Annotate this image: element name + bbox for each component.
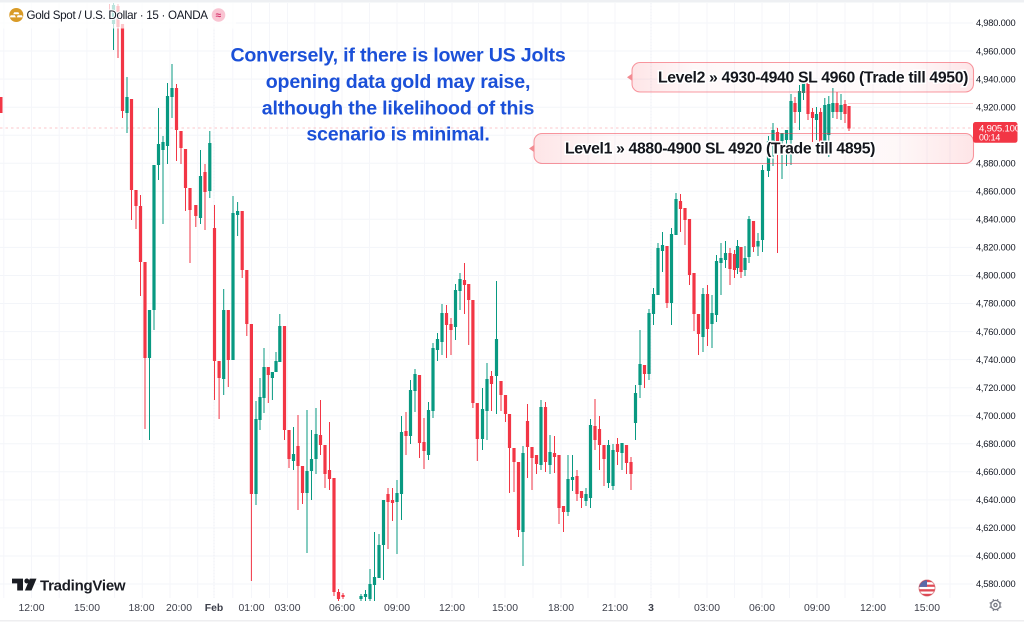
svg-text:Gold Spot / U.S. Dollar · 15 ·: Gold Spot / U.S. Dollar · 15 · OANDA bbox=[27, 9, 209, 22]
svg-text:4,660.000: 4,660.000 bbox=[976, 467, 1016, 477]
svg-text:Feb: Feb bbox=[205, 603, 223, 614]
svg-text:4,905.100: 4,905.100 bbox=[979, 123, 1020, 134]
svg-text:3: 3 bbox=[648, 603, 654, 614]
svg-text:4,700.000: 4,700.000 bbox=[976, 411, 1016, 421]
svg-text:4,940.000: 4,940.000 bbox=[976, 74, 1016, 84]
svg-text:12:00: 12:00 bbox=[860, 603, 886, 614]
svg-text:although the likelihood of thi: although the likelihood of this bbox=[262, 98, 535, 120]
svg-text:00:14: 00:14 bbox=[979, 133, 1000, 143]
svg-text:4,980.000: 4,980.000 bbox=[976, 18, 1016, 28]
svg-text:4,620.000: 4,620.000 bbox=[976, 523, 1016, 533]
svg-text:4,580.000: 4,580.000 bbox=[976, 579, 1016, 589]
svg-text:03:00: 03:00 bbox=[274, 603, 300, 614]
svg-text:4,680.000: 4,680.000 bbox=[976, 439, 1016, 449]
svg-text:12:00: 12:00 bbox=[18, 603, 44, 614]
svg-text:4,920.000: 4,920.000 bbox=[976, 102, 1016, 112]
svg-text:4,800.000: 4,800.000 bbox=[976, 271, 1016, 281]
svg-text:12:00: 12:00 bbox=[439, 603, 465, 614]
svg-text:15:00: 15:00 bbox=[914, 603, 940, 614]
svg-text:4,740.000: 4,740.000 bbox=[976, 355, 1016, 365]
svg-text:09:00: 09:00 bbox=[384, 603, 410, 614]
svg-text:4,840.000: 4,840.000 bbox=[976, 215, 1016, 225]
svg-text:21:00: 21:00 bbox=[602, 603, 628, 614]
svg-text:4,780.000: 4,780.000 bbox=[976, 299, 1016, 309]
svg-text:4,760.000: 4,760.000 bbox=[976, 327, 1016, 337]
svg-text:15:00: 15:00 bbox=[74, 603, 100, 614]
svg-text:Conversely, if there is lower: Conversely, if there is lower US Jolts bbox=[230, 45, 565, 67]
svg-text:4,880.000: 4,880.000 bbox=[976, 159, 1016, 169]
svg-text:4,960.000: 4,960.000 bbox=[976, 46, 1016, 56]
svg-text:4,600.000: 4,600.000 bbox=[976, 551, 1016, 561]
svg-text:scenario is minimal.: scenario is minimal. bbox=[306, 124, 489, 146]
svg-text:Level1 » 4880-4900 SL 4920 (Tr: Level1 » 4880-4900 SL 4920 (Trade till 4… bbox=[565, 141, 875, 158]
svg-text:09:00: 09:00 bbox=[804, 603, 830, 614]
svg-text:18:00: 18:00 bbox=[128, 603, 154, 614]
svg-text:06:00: 06:00 bbox=[329, 603, 355, 614]
svg-text:06:00: 06:00 bbox=[749, 603, 775, 614]
svg-text:18:00: 18:00 bbox=[548, 603, 574, 614]
svg-text:15:00: 15:00 bbox=[492, 603, 518, 614]
svg-text:opening data gold may raise,: opening data gold may raise, bbox=[266, 71, 530, 93]
svg-text:01:00: 01:00 bbox=[238, 603, 264, 614]
svg-text:4,820.000: 4,820.000 bbox=[976, 243, 1016, 253]
svg-text:20:00: 20:00 bbox=[166, 603, 192, 614]
svg-text:TradingView: TradingView bbox=[40, 577, 126, 594]
svg-text:Level2 » 4930-4940 SL 4960 (Tr: Level2 » 4930-4940 SL 4960 (Trade till 4… bbox=[658, 70, 968, 87]
svg-text:03:00: 03:00 bbox=[694, 603, 720, 614]
svg-text:4,860.000: 4,860.000 bbox=[976, 187, 1016, 197]
svg-text:4,720.000: 4,720.000 bbox=[976, 383, 1016, 393]
svg-text:4,640.000: 4,640.000 bbox=[976, 495, 1016, 505]
svg-text:≈: ≈ bbox=[216, 10, 222, 21]
